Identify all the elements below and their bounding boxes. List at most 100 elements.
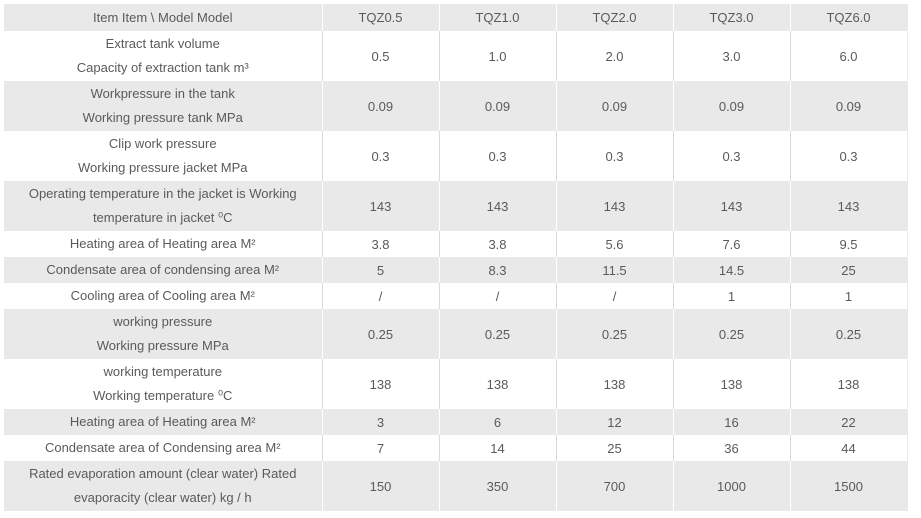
value-cell: 138	[673, 359, 791, 409]
value-cell: 150	[322, 461, 440, 511]
value-cell: 0.3	[673, 131, 791, 181]
value-cell: 1000	[673, 461, 791, 511]
row-label-line: temperature in jacket ⁰C	[92, 210, 233, 225]
table-row: Operating temperature in the jacket is W…	[4, 181, 908, 231]
value-cell: 143	[322, 181, 440, 231]
row-label-cell: Condensate area of condensing area M²	[4, 257, 323, 283]
value-cell: 1	[790, 283, 908, 309]
row-label-cell: Heating area of Heating area M²	[4, 231, 323, 257]
value-cell: 36	[673, 435, 791, 461]
value-cell: 22	[790, 409, 908, 435]
value-cell: 138	[322, 359, 440, 409]
table-row: working pressure Working pressure MPa 0.25…	[4, 309, 908, 359]
row-label-line: Clip work pressure	[108, 136, 217, 151]
value-cell: 8.3	[439, 257, 557, 283]
table-row: Clip work pressure Working pressure jacke…	[4, 131, 908, 181]
value-cell: 6.0	[790, 31, 908, 81]
value-cell: 0.3	[439, 131, 557, 181]
model-header: TQZ0.5	[322, 4, 440, 31]
value-cell: 5.6	[556, 231, 674, 257]
value-cell: 3.8	[439, 231, 557, 257]
value-cell: 11.5	[556, 257, 674, 283]
value-cell: 12	[556, 409, 674, 435]
value-cell: 3	[322, 409, 440, 435]
value-cell: 350	[439, 461, 557, 511]
row-label-line: Capacity of extraction tank m³	[76, 60, 249, 75]
value-cell: 143	[673, 181, 791, 231]
value-cell: 0.3	[556, 131, 674, 181]
value-cell: 3.0	[673, 31, 791, 81]
value-cell: 138	[790, 359, 908, 409]
table-row: Rated evaporation amount (clear water) R…	[4, 461, 908, 511]
value-cell: 0.5	[322, 31, 440, 81]
row-label-cell: Extract tank volume Capacity of extractio…	[4, 31, 323, 81]
row-label-line: Cooling area of Cooling area M²	[70, 288, 255, 303]
value-cell: 0.25	[673, 309, 791, 359]
value-cell: 700	[556, 461, 674, 511]
table-row: Heating area of Heating area M² 3.8 3.8 5.6…	[4, 231, 908, 257]
value-cell: 44	[790, 435, 908, 461]
row-label-cell: Clip work pressure Working pressure jacke…	[4, 131, 323, 181]
table-row: Condensate area of condensing area M² 5 8.…	[4, 257, 908, 283]
row-label-cell: Heating area of Heating area M²	[4, 409, 323, 435]
table-header-row: Item Item \ Model Model TQZ0.5 TQZ1.0 TQZ2…	[4, 4, 908, 31]
value-cell: 0.3	[322, 131, 440, 181]
value-cell: 16	[673, 409, 791, 435]
row-label-line: Working pressure tank MPa	[82, 110, 243, 125]
row-label-line: evaporacity (clear water) kg / h	[73, 490, 252, 505]
row-label-line: Working pressure MPa	[96, 338, 229, 353]
value-cell: 138	[556, 359, 674, 409]
table-row: Condensate area of Condensing area M² 7 14…	[4, 435, 908, 461]
row-label-cell: Workpressure in the tank Working pressure…	[4, 81, 323, 131]
row-label-line: Extract tank volume	[105, 36, 220, 51]
row-label-cell: working temperature Working temperature ⁰…	[4, 359, 323, 409]
value-cell: 0.3	[790, 131, 908, 181]
table-row: Cooling area of Cooling area M² / //1 1	[4, 283, 908, 309]
value-cell: 143	[556, 181, 674, 231]
row-label-line: Working pressure jacket MPa	[77, 160, 248, 175]
value-cell: /	[439, 283, 557, 309]
value-cell: 0.09	[790, 81, 908, 131]
value-cell: 2.0	[556, 31, 674, 81]
value-cell: 0.09	[439, 81, 557, 131]
row-label-line: working pressure	[113, 314, 213, 329]
value-cell: 143	[790, 181, 908, 231]
value-cell: 0.09	[673, 81, 791, 131]
value-cell: 1500	[790, 461, 908, 511]
value-cell: 25	[556, 435, 674, 461]
value-cell: 0.25	[322, 309, 440, 359]
row-label-cell: Cooling area of Cooling area M²	[4, 283, 323, 309]
value-cell: 0.25	[790, 309, 908, 359]
value-cell: 143	[439, 181, 557, 231]
value-cell: 0.25	[556, 309, 674, 359]
value-cell: 7.6	[673, 231, 791, 257]
value-cell: 0.09	[556, 81, 674, 131]
row-label-line: Condensate area of condensing area M²	[46, 262, 280, 277]
value-cell: 1.0	[439, 31, 557, 81]
row-label-line: working temperature	[103, 364, 223, 379]
row-label-line: Rated evaporation amount (clear water) R…	[29, 466, 297, 481]
row-label-cell: Operating temperature in the jacket is W…	[4, 181, 323, 231]
model-header: TQZ1.0	[439, 4, 557, 31]
row-label-line: Heating area of Heating area M²	[69, 236, 256, 251]
row-label-cell: Condensate area of Condensing area M²	[4, 435, 323, 461]
value-cell: 0.09	[322, 81, 440, 131]
spec-table: Item Item \ Model Model TQZ0.5 TQZ1.0 TQZ2…	[4, 4, 908, 511]
row-label-cell: working pressure Working pressure MPa	[4, 309, 323, 359]
table-row: Workpressure in the tank Working pressure…	[4, 81, 908, 131]
row-label-line: Heating area of Heating area M²	[69, 414, 256, 429]
table-row: Extract tank volume Capacity of extractio…	[4, 31, 908, 81]
table-row: Heating area of Heating area M² 3 6 12 16 22	[4, 409, 908, 435]
value-cell: 6	[439, 409, 557, 435]
row-label-cell: Rated evaporation amount (clear water) R…	[4, 461, 323, 511]
value-cell: /	[322, 283, 440, 309]
row-label-line: Operating temperature in the jacket is W…	[28, 186, 297, 201]
model-header: TQZ2.0	[556, 4, 674, 31]
value-cell: 0.25	[439, 309, 557, 359]
model-header: TQZ3.0	[673, 4, 791, 31]
table-row: working temperature Working temperature ⁰…	[4, 359, 908, 409]
value-cell: 14.5	[673, 257, 791, 283]
value-cell: 3.8	[322, 231, 440, 257]
header-item-model-label: Item Item \ Model Model	[4, 4, 323, 31]
